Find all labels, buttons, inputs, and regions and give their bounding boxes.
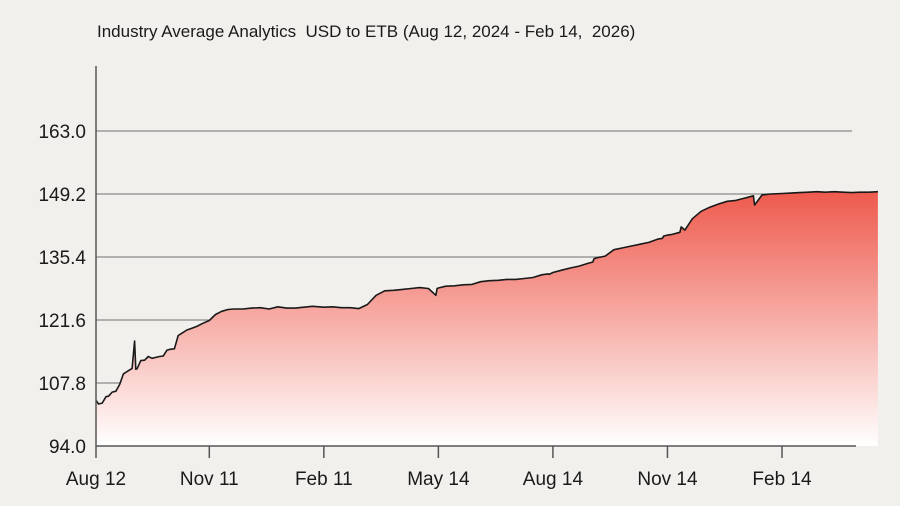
- chart-title: Industry Average Analytics USD to ETB (A…: [97, 22, 636, 41]
- y-tick-label: 163.0: [38, 122, 86, 143]
- x-tick-label: Nov 11: [180, 469, 239, 490]
- x-tick-label: Feb 11: [295, 469, 353, 490]
- series-line: [95, 190, 878, 405]
- x-tick-label: Nov 14: [637, 469, 698, 490]
- y-tick-label: 94.0: [49, 437, 86, 458]
- y-tick-label: 135.4: [38, 248, 86, 269]
- y-tick-label: 107.8: [38, 374, 86, 395]
- area-fill: [96, 191, 878, 446]
- y-tick-label: 149.2: [38, 185, 86, 206]
- x-tick-label: Aug 14: [523, 469, 584, 490]
- x-tick-label: Feb 14: [752, 469, 812, 490]
- x-tick-label: May 14: [407, 469, 470, 490]
- y-tick-label: 121.6: [38, 311, 86, 332]
- x-tick-label: Aug 12: [66, 469, 126, 490]
